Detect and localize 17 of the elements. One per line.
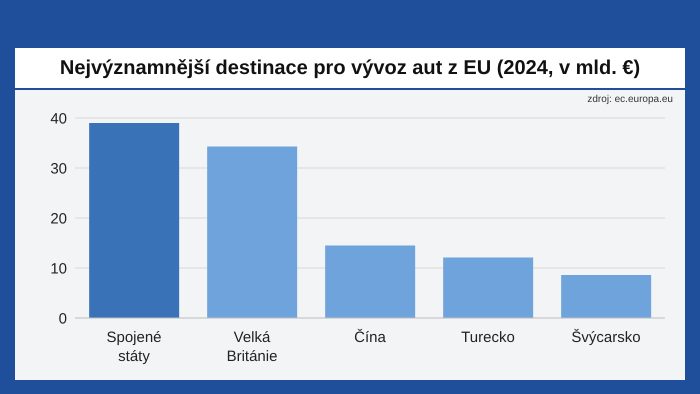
- x-tick-label: Spojené státy: [106, 329, 162, 365]
- bar: [207, 146, 298, 318]
- y-tick-label: 10: [50, 260, 67, 278]
- y-tick-label: 0: [58, 310, 67, 328]
- y-tick-label: 40: [50, 110, 67, 128]
- x-tick-label: Švýcarsko: [571, 328, 641, 346]
- y-tick-label: 30: [50, 160, 67, 178]
- bar: [443, 258, 534, 318]
- bar: [325, 246, 416, 318]
- bar: [561, 275, 652, 318]
- y-tick-label: 20: [50, 210, 67, 228]
- x-tick-label: Turecko: [461, 329, 515, 346]
- bar: [89, 123, 180, 318]
- text: zdroj: ec.europa.eu: [587, 94, 673, 105]
- x-tick-label: Čína: [354, 328, 386, 346]
- x-tick-label: Velká Británie: [226, 329, 278, 365]
- chart-title: Nejvýznamnější destinace pro vývoz aut z EU (2024, v mld. €): [60, 56, 640, 80]
